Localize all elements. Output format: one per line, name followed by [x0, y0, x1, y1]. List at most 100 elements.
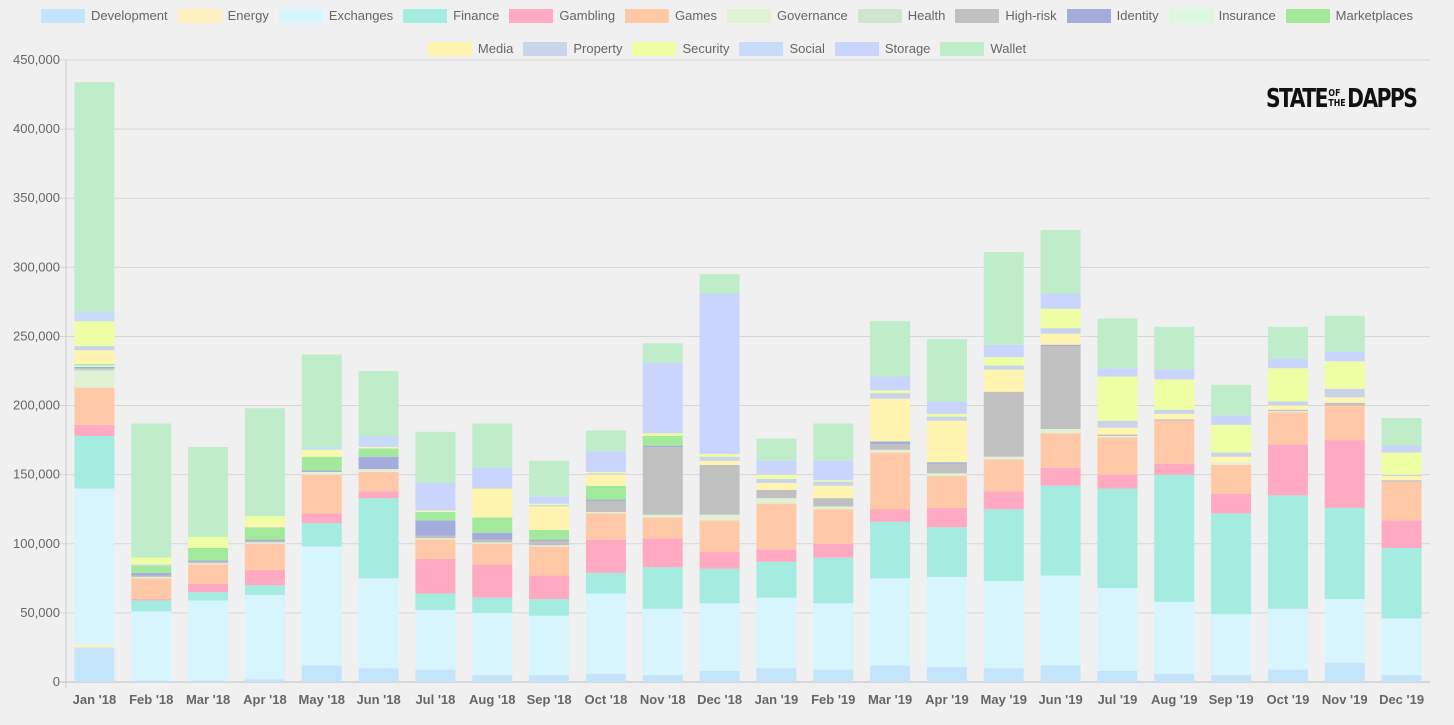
y-tick-label: 0	[53, 674, 60, 689]
bar-segment-gambling	[813, 543, 854, 558]
legend-item-storage[interactable]: Storage	[834, 41, 931, 56]
legend-item-high-risk[interactable]: High-risk	[955, 8, 1057, 23]
legend-item-energy[interactable]: Energy	[177, 8, 269, 23]
bar-segment-exchanges	[1097, 588, 1138, 671]
bar-segment-identity	[642, 445, 683, 448]
bar-segment-identity	[358, 456, 399, 470]
bar-segment-wallet	[756, 438, 797, 461]
bar-segment-games	[699, 520, 740, 553]
bar-segment-gambling	[131, 599, 172, 601]
legend-item-property[interactable]: Property	[523, 41, 622, 56]
bar-segment-games	[415, 539, 456, 559]
bar-segment-governance	[983, 456, 1024, 460]
legend-item-games[interactable]: Games	[625, 8, 717, 23]
x-tick-label: Dec '18	[697, 692, 742, 707]
bar-segment-games	[813, 509, 854, 544]
legend-item-finance[interactable]: Finance	[403, 8, 499, 23]
legend-swatch	[726, 8, 771, 23]
bar-segment-media	[301, 452, 342, 457]
bar-segment-property	[983, 365, 1024, 370]
legend-label: Property	[573, 41, 623, 56]
bar-segment-governance	[1040, 429, 1081, 434]
bar-stack	[1097, 318, 1138, 682]
legend-item-identity[interactable]: Identity	[1066, 8, 1159, 23]
bar-segment-marketplaces	[415, 511, 456, 521]
bar-segment-property	[1211, 452, 1252, 457]
legend-swatch	[834, 41, 879, 56]
bar-segment-governance	[870, 449, 911, 453]
bar-segment-finance	[1267, 495, 1308, 609]
bar-segment-governance	[813, 506, 854, 510]
bar-segment-games	[585, 513, 626, 540]
x-tick-label: Sep '19	[1209, 692, 1254, 707]
bar-segment-development	[529, 675, 570, 682]
legend-item-insurance[interactable]: Insurance	[1168, 8, 1276, 23]
bar-segment-storage	[415, 482, 456, 511]
bar-segment-gambling	[1381, 520, 1422, 548]
bar-stack	[131, 423, 172, 682]
legend-item-wallet[interactable]: Wallet	[940, 41, 1026, 56]
bar-segment-gambling	[244, 570, 285, 586]
bar-segment-exchanges	[642, 608, 683, 676]
bar-segment-media	[415, 510, 456, 512]
bar-segment-identity	[188, 560, 229, 562]
bar-segment-storage	[870, 376, 911, 391]
legend-item-social[interactable]: Social	[739, 41, 825, 56]
legend-item-exchanges[interactable]: Exchanges	[278, 8, 393, 23]
legend: Development Energy Exchanges Finance Gamblin…	[20, 8, 1434, 56]
bar-segment-wallet	[1211, 384, 1252, 416]
bar-segment-exchanges	[756, 597, 797, 669]
bar-segment-development	[472, 675, 513, 682]
legend-item-media[interactable]: Media	[427, 41, 513, 56]
bar-segment-exchanges	[1040, 575, 1081, 666]
legend-item-gambling[interactable]: Gambling	[509, 8, 615, 23]
bar-segment-governance	[756, 498, 797, 504]
bar-stack	[188, 447, 229, 682]
bar-segment-finance	[1154, 474, 1195, 602]
bar-segment-security	[870, 390, 911, 394]
bar-segment-games	[1211, 464, 1252, 495]
bar-segment-exchanges	[188, 600, 229, 681]
bar-segment-identity	[585, 499, 626, 501]
bar-stack	[1267, 326, 1308, 682]
bar-segment-security	[983, 357, 1024, 366]
bar-segment-wallet	[1097, 318, 1138, 369]
legend-item-governance[interactable]: Governance	[726, 8, 848, 23]
legend-item-marketplaces[interactable]: Marketplaces	[1285, 8, 1413, 23]
legend-label: Storage	[884, 41, 931, 56]
legend-swatch	[403, 8, 448, 23]
bar-segment-wallet	[529, 460, 570, 497]
bar-segment-media	[1097, 427, 1138, 435]
bar-segment-finance	[131, 600, 172, 612]
bar-segment-development	[926, 666, 967, 682]
bar-segment-finance	[244, 585, 285, 595]
legend-item-development[interactable]: Development	[41, 8, 168, 23]
bar-segment-development	[358, 668, 399, 682]
bar-segment-games	[756, 503, 797, 550]
bar-segment-property	[756, 478, 797, 483]
bar-segment-media	[74, 350, 115, 365]
bar-segment-games	[188, 564, 229, 584]
bar-stack	[585, 430, 626, 682]
bar-segment-governance	[358, 469, 399, 472]
bar-segment-wallet	[188, 447, 229, 537]
bar-segment-finance	[1381, 547, 1422, 619]
bar-stack	[301, 354, 342, 682]
bar-segment-identity	[472, 532, 513, 540]
legend-label: Finance	[453, 8, 500, 23]
bar-segment-storage	[756, 460, 797, 475]
bar-segment-finance	[1324, 507, 1365, 600]
bar-segment-storage	[1381, 445, 1422, 453]
legend-label: Wallet	[990, 41, 1027, 56]
bar-segment-media	[983, 369, 1024, 392]
legend-swatch	[955, 8, 1000, 23]
bar-segment-games	[529, 546, 570, 576]
bar-segment-governance	[1097, 435, 1138, 438]
bar-segment-security	[1324, 361, 1365, 389]
bar-segment-wallet	[642, 343, 683, 363]
bar-segment-finance	[358, 498, 399, 579]
legend-item-health[interactable]: Health	[857, 8, 945, 23]
bar-segment-wallet	[870, 321, 911, 377]
legend-item-security[interactable]: Security	[632, 41, 729, 56]
